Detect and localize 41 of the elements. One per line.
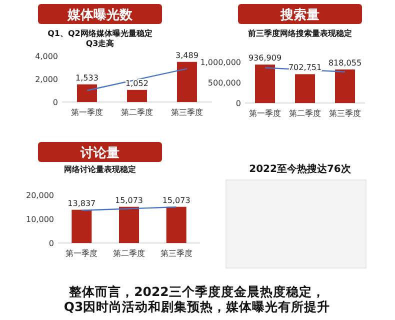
bar (127, 90, 147, 102)
text: 1,052 (126, 78, 148, 88)
y-tick-label: 1,000,000 (200, 58, 241, 67)
bar (335, 69, 355, 103)
bar (255, 64, 275, 103)
y-tick-label: 0 (52, 98, 58, 107)
x-tick-label: 第一季度 (71, 108, 103, 117)
y-tick-label: 4,000 (35, 52, 58, 61)
y-tick-label: 500,000 (208, 78, 241, 88)
chart-subtitle: 前三季度网络搜索量表现稳定 (247, 28, 352, 38)
text: 2022至今热搜达76次 (249, 163, 352, 175)
chart-title: 搜索量 (280, 7, 320, 23)
x-tick-label: 第三季度 (329, 109, 361, 118)
x-tick-label: 第二季度 (289, 109, 321, 118)
bar (77, 84, 97, 102)
x-tick-label: 第一季度 (66, 249, 98, 258)
y-tick-label: 10,000 (26, 215, 54, 224)
x-tick-label: 第二季度 (121, 108, 153, 117)
x-tick-label: 第三季度 (160, 249, 192, 258)
text: 15,073 (162, 196, 190, 205)
x-tick-label: 第一季度 (249, 109, 281, 118)
text: Q3因时尚活动和剧集预热，媒体曝光有所提升 (64, 299, 330, 314)
bar (177, 62, 197, 102)
y-tick-label: 2,000 (35, 75, 58, 84)
x-tick-label: 第二季度 (113, 249, 145, 258)
text: 1,533 (76, 73, 98, 82)
chart-subtitle: Q1、Q2网络媒体曝光量稳定 Q3走高 (48, 28, 152, 48)
chart-subtitle: 网络讨论量表现稳定 (64, 164, 136, 174)
text: 整体而言，2022三个季度度金晨热度稳定， (68, 284, 325, 299)
y-tick-label: 20,000 (26, 191, 54, 200)
text: 15,073 (115, 196, 143, 205)
chart-title: 讨论量 (80, 146, 120, 161)
bar (295, 74, 315, 103)
text: 936,909 (248, 54, 282, 63)
y-tick-label: 0 (48, 239, 54, 248)
x-tick-label: 第三季度 (171, 108, 203, 117)
y-tick-label: 0 (236, 99, 241, 108)
text: 818,055 (328, 58, 362, 68)
text: 13,837 (68, 198, 96, 208)
chart-title: 媒体曝光数 (66, 8, 134, 23)
text: 3,489 (176, 50, 198, 60)
